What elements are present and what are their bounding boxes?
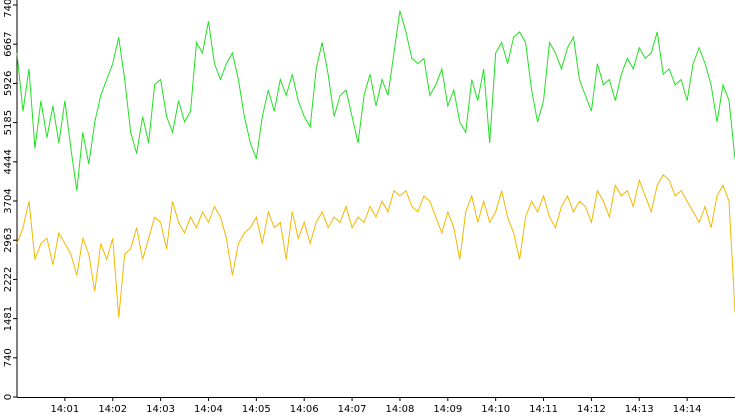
x-tick-label: 14:01 (50, 404, 79, 415)
x-tick-label: 14:03 (146, 404, 175, 415)
y-tick-label: 2963 (3, 227, 14, 252)
x-tick-label: 14:13 (625, 404, 654, 415)
x-tick-label: 14:02 (98, 404, 127, 415)
x-tick-label: 14:04 (194, 404, 223, 415)
y-tick-label: 4444 (3, 149, 14, 174)
y-tick-label: 5185 (3, 110, 14, 135)
y-tick-label: 1481 (3, 306, 14, 331)
x-tick-label: 14:10 (481, 404, 510, 415)
x-tick-label: 14:07 (338, 404, 367, 415)
y-tick-label: 0 (3, 394, 14, 400)
y-tick-label: 5926 (3, 71, 14, 96)
x-tick-label: 14:09 (433, 404, 462, 415)
x-tick-label: 14:12 (577, 404, 606, 415)
x-tick-label: 14:06 (290, 404, 319, 415)
y-tick-label: 7408 (3, 0, 14, 18)
y-tick-label: 6667 (3, 31, 14, 56)
x-tick-label: 14:08 (386, 404, 415, 415)
x-tick-label: 14:14 (673, 404, 702, 415)
series-line (16, 173, 735, 318)
x-tick-label: 14:11 (529, 404, 558, 415)
y-tick-label: 3704 (3, 188, 14, 213)
y-tick-label: 2222 (3, 267, 14, 292)
series-line (16, 10, 735, 191)
x-tick-label: 14:05 (242, 404, 271, 415)
y-tick-label: 740 (3, 348, 14, 367)
